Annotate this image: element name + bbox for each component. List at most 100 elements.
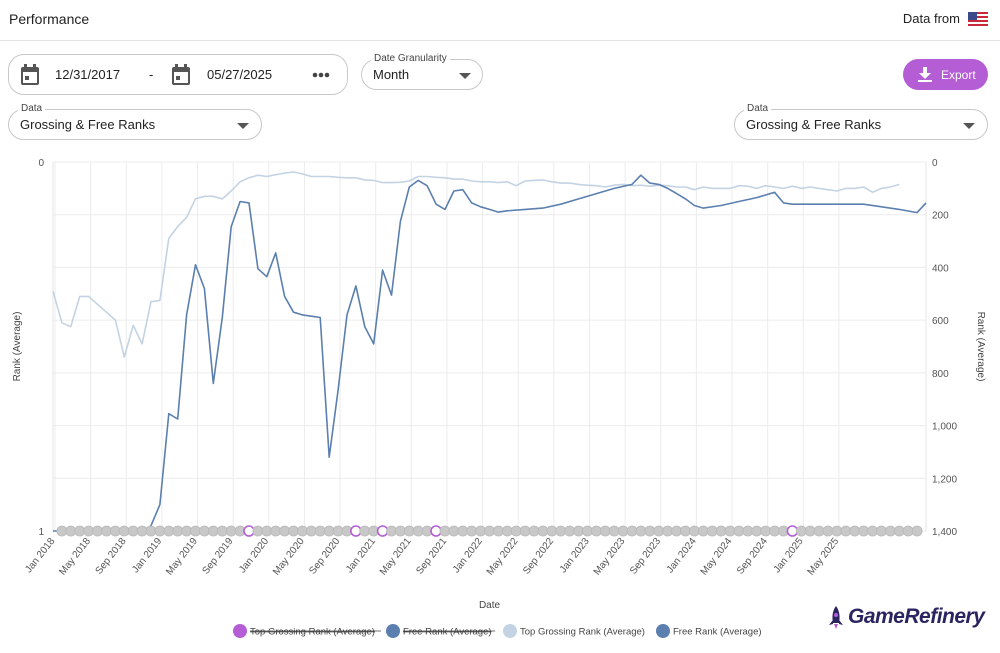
timeline-marker[interactable] [840, 525, 852, 537]
timeline-marker[interactable] [555, 525, 567, 537]
timeline-marker[interactable] [644, 525, 656, 537]
timeline-marker[interactable] [742, 525, 754, 537]
timeline-marker[interactable] [813, 525, 825, 537]
start-date[interactable]: 12/31/2017 [55, 67, 121, 82]
timeline-marker[interactable] [136, 525, 148, 537]
legend-item-label[interactable]: Free Rank (Average) [403, 627, 492, 638]
legend-swatch[interactable] [386, 624, 400, 638]
data-select-right[interactable]: Data Grossing & Free Ranks [734, 103, 988, 140]
timeline-marker[interactable] [243, 525, 255, 537]
timeline-marker[interactable] [466, 525, 478, 537]
date-range-picker[interactable]: 12/31/2017 - 05/27/2025 [8, 54, 348, 95]
timeline-marker[interactable] [867, 525, 878, 537]
timeline-marker[interactable] [893, 525, 905, 537]
timeline-marker[interactable] [207, 525, 219, 537]
timeline-marker[interactable] [448, 525, 460, 537]
timeline-marker[interactable] [376, 525, 389, 537]
timeline-marker[interactable] [626, 525, 638, 537]
timeline-marker[interactable] [288, 525, 299, 537]
legend-item-label[interactable]: Top Grossing Rank (Average) [250, 627, 375, 638]
timeline-marker[interactable] [252, 525, 264, 537]
timeline-marker[interactable] [724, 525, 736, 537]
timeline-marker[interactable] [795, 525, 807, 537]
timeline-marker[interactable] [884, 525, 896, 537]
timeline-marker[interactable] [537, 525, 549, 537]
timeline-marker[interactable] [199, 525, 210, 537]
legend-item-label[interactable]: Top Grossing Rank (Average) [520, 627, 645, 638]
timeline-marker[interactable] [760, 525, 772, 537]
timeline-marker[interactable] [582, 525, 593, 537]
timeline-marker[interactable] [715, 525, 727, 537]
timeline-marker[interactable] [493, 525, 504, 537]
timeline-marker[interactable] [127, 525, 139, 537]
timeline-marker[interactable] [697, 525, 709, 537]
timeline-marker[interactable] [403, 525, 415, 537]
timeline-marker[interactable] [688, 525, 700, 537]
timeline-marker[interactable] [902, 525, 914, 537]
end-date[interactable]: 05/27/2025 [207, 67, 273, 82]
timeline-marker[interactable] [849, 525, 861, 537]
timeline-marker[interactable] [786, 525, 799, 537]
timeline-marker[interactable] [314, 525, 326, 537]
timeline-marker[interactable] [457, 525, 469, 537]
granularity-select[interactable]: Date Granularity Month [361, 53, 483, 90]
timeline-marker[interactable] [635, 525, 647, 537]
timeline-marker[interactable] [412, 525, 424, 537]
timeline-marker[interactable] [564, 525, 576, 537]
timeline-marker[interactable] [163, 525, 175, 537]
timeline-marker[interactable] [599, 525, 611, 537]
data-select-left[interactable]: Data Grossing & Free Ranks [8, 103, 262, 140]
timeline-marker[interactable] [653, 525, 665, 537]
timeline-marker[interactable] [439, 525, 451, 537]
timeline-marker[interactable] [225, 525, 237, 537]
timeline-marker[interactable] [92, 525, 103, 537]
us-flag-icon[interactable] [968, 12, 988, 26]
timeline-marker[interactable] [662, 525, 674, 537]
timeline-marker[interactable] [172, 525, 184, 537]
timeline-marker[interactable] [475, 525, 486, 537]
timeline-marker[interactable] [706, 525, 718, 537]
timeline-marker[interactable] [181, 525, 193, 537]
legend-swatch[interactable] [656, 624, 670, 638]
timeline-marker[interactable] [822, 525, 834, 537]
timeline-marker[interactable] [430, 525, 442, 537]
timeline-marker[interactable] [190, 525, 201, 537]
timeline-marker[interactable] [501, 525, 513, 537]
timeline-marker[interactable] [65, 525, 77, 537]
timeline-marker[interactable] [109, 525, 121, 537]
timeline-marker[interactable] [386, 525, 397, 537]
timeline-marker[interactable] [546, 525, 558, 537]
timeline-marker[interactable] [118, 525, 130, 537]
timeline-marker[interactable] [323, 525, 335, 537]
timeline-marker[interactable] [510, 525, 522, 537]
timeline-marker[interactable] [733, 525, 745, 537]
timeline-marker[interactable] [279, 525, 291, 537]
timeline-marker[interactable] [573, 525, 584, 537]
timeline-marker[interactable] [395, 525, 406, 537]
timeline-marker[interactable] [608, 525, 620, 537]
timeline-marker[interactable] [359, 525, 371, 537]
timeline-marker[interactable] [528, 525, 540, 537]
timeline-marker[interactable] [145, 525, 157, 537]
timeline-marker[interactable] [617, 525, 629, 537]
timeline-marker[interactable] [154, 525, 166, 537]
legend-swatch[interactable] [233, 624, 247, 638]
export-button[interactable]: Export [903, 59, 988, 90]
timeline-marker[interactable] [769, 525, 780, 537]
timeline-marker[interactable] [804, 525, 816, 537]
timeline-marker[interactable] [680, 525, 691, 537]
timeline-marker[interactable] [751, 525, 763, 537]
timeline-marker[interactable] [831, 525, 843, 537]
timeline-marker[interactable] [671, 525, 682, 537]
calendar-icon[interactable] [20, 64, 40, 86]
timeline-marker[interactable] [261, 525, 273, 537]
timeline-marker[interactable] [590, 525, 602, 537]
timeline-marker[interactable] [101, 525, 112, 537]
timeline-marker[interactable] [350, 525, 362, 537]
timeline-marker[interactable] [876, 525, 887, 537]
timeline-marker[interactable] [56, 525, 68, 537]
timeline-marker[interactable] [519, 525, 531, 537]
legend-item-label[interactable]: Free Rank (Average) [673, 627, 762, 638]
timeline-marker[interactable] [858, 525, 870, 537]
timeline-marker[interactable] [83, 525, 95, 537]
